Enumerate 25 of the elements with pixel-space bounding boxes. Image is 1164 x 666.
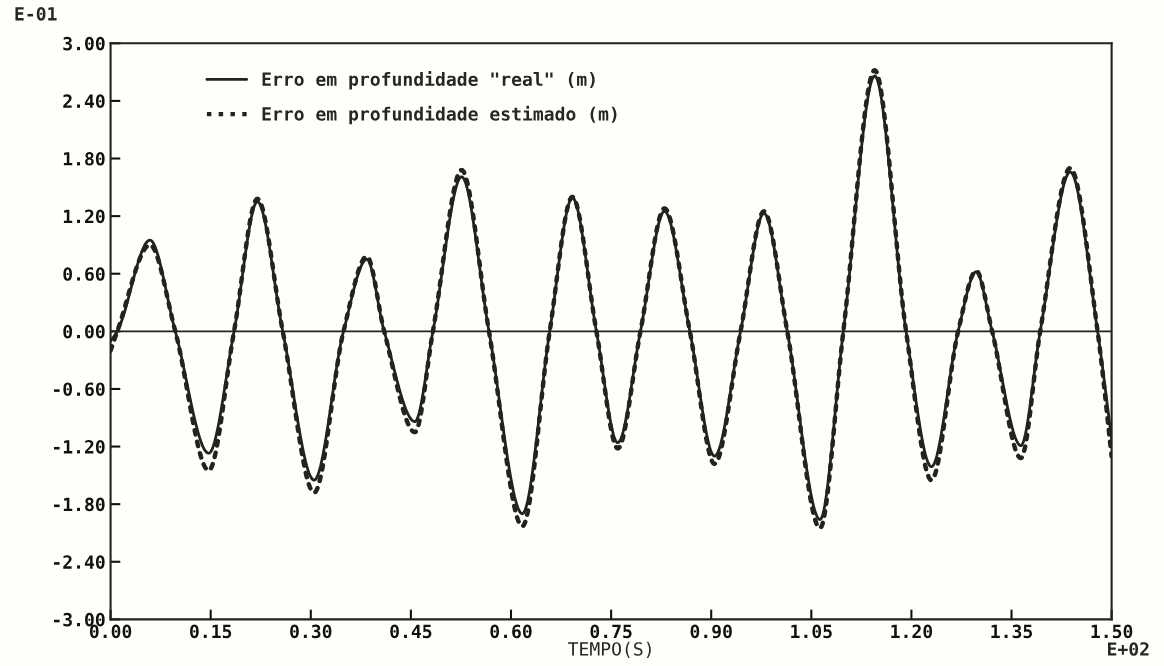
x-tick-label: 1.50 — [1091, 624, 1133, 639]
x-tick-label: 0.30 — [290, 624, 332, 639]
y-tick-label: 1.20 — [63, 209, 105, 224]
x-tick-label: 0.90 — [690, 624, 732, 639]
y-tick-label: -1.20 — [54, 440, 105, 454]
x-tick-label: 1.35 — [991, 624, 1033, 639]
y-tick-label: -2.40 — [54, 555, 105, 569]
x-tick-label: 0.45 — [390, 624, 432, 639]
x-tick-label: 1.05 — [791, 624, 832, 639]
x-axis-title: TEMPO(S) — [568, 641, 651, 658]
y-tick-label: 1.80 — [63, 151, 105, 166]
x-tick-label: 0.60 — [490, 624, 532, 639]
y-tick-label: 0.00 — [63, 324, 105, 339]
x-tick-label: 0.75 — [590, 624, 632, 639]
y-tick-label: -1.80 — [54, 497, 105, 512]
y-tick-label: 2.40 — [63, 94, 105, 109]
text: E+02 — [1108, 642, 1149, 656]
y-tick-label: 3.00 — [63, 36, 105, 51]
text: E-01 — [15, 6, 57, 21]
x-tick-label: 1.20 — [891, 624, 933, 639]
x-tick-label: 0.15 — [190, 624, 232, 639]
y-tick-label: -0.60 — [54, 382, 105, 397]
legend-label: Erro em profundidade "real" (m) — [262, 71, 595, 90]
legend-label: Erro em profundidade estimado (m) — [262, 105, 617, 125]
y-tick-label: 0.60 — [63, 267, 105, 281]
